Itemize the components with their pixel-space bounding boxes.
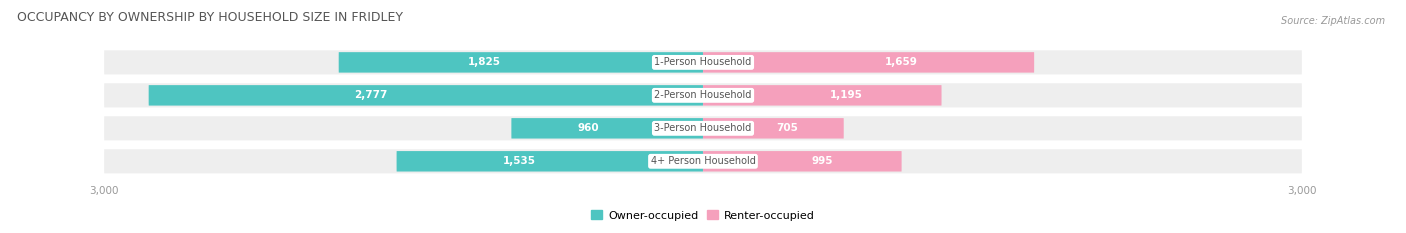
FancyBboxPatch shape <box>703 85 942 106</box>
Text: 2,777: 2,777 <box>354 90 387 100</box>
Text: 1,535: 1,535 <box>503 156 536 166</box>
FancyBboxPatch shape <box>512 118 703 139</box>
FancyBboxPatch shape <box>396 151 703 171</box>
FancyBboxPatch shape <box>703 118 844 139</box>
Text: 995: 995 <box>811 156 832 166</box>
FancyBboxPatch shape <box>339 52 703 73</box>
Text: 2-Person Household: 2-Person Household <box>654 90 752 100</box>
FancyBboxPatch shape <box>104 83 1302 107</box>
Text: 1,195: 1,195 <box>830 90 862 100</box>
FancyBboxPatch shape <box>104 116 1302 140</box>
FancyBboxPatch shape <box>149 85 703 106</box>
FancyBboxPatch shape <box>703 151 901 171</box>
FancyBboxPatch shape <box>104 149 1302 173</box>
FancyBboxPatch shape <box>104 50 1302 75</box>
Legend: Owner-occupied, Renter-occupied: Owner-occupied, Renter-occupied <box>586 206 820 225</box>
Text: 1-Person Household: 1-Person Household <box>654 57 752 67</box>
Text: 1,659: 1,659 <box>886 57 918 67</box>
Text: 1,825: 1,825 <box>468 57 501 67</box>
Text: 3-Person Household: 3-Person Household <box>654 123 752 133</box>
FancyBboxPatch shape <box>703 52 1035 73</box>
Text: 705: 705 <box>776 123 799 133</box>
Text: OCCUPANCY BY OWNERSHIP BY HOUSEHOLD SIZE IN FRIDLEY: OCCUPANCY BY OWNERSHIP BY HOUSEHOLD SIZE… <box>17 11 404 24</box>
Text: 4+ Person Household: 4+ Person Household <box>651 156 755 166</box>
Text: 960: 960 <box>578 123 599 133</box>
Text: Source: ZipAtlas.com: Source: ZipAtlas.com <box>1281 16 1385 26</box>
